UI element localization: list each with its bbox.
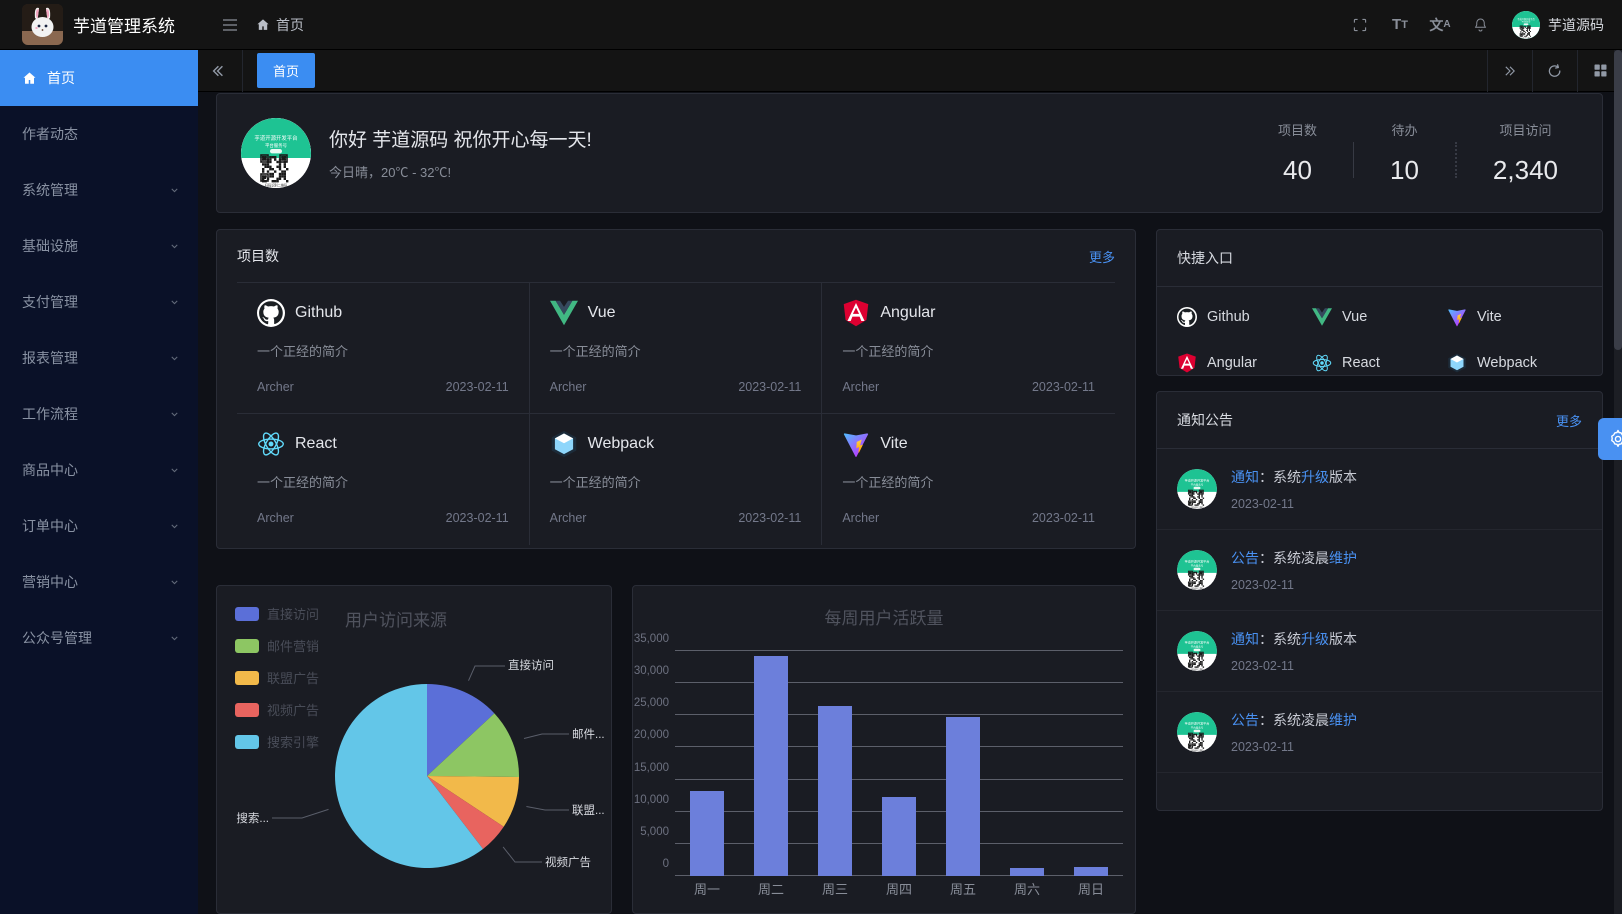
svg-text:视频广告: 视频广告 xyxy=(545,855,591,869)
svg-text:联盟...: 联盟... xyxy=(572,803,605,817)
svg-text:直接访问: 直接访问 xyxy=(508,658,554,672)
svg-text:邮件...: 邮件... xyxy=(572,727,605,741)
svg-text:搜索...: 搜索... xyxy=(236,811,269,825)
